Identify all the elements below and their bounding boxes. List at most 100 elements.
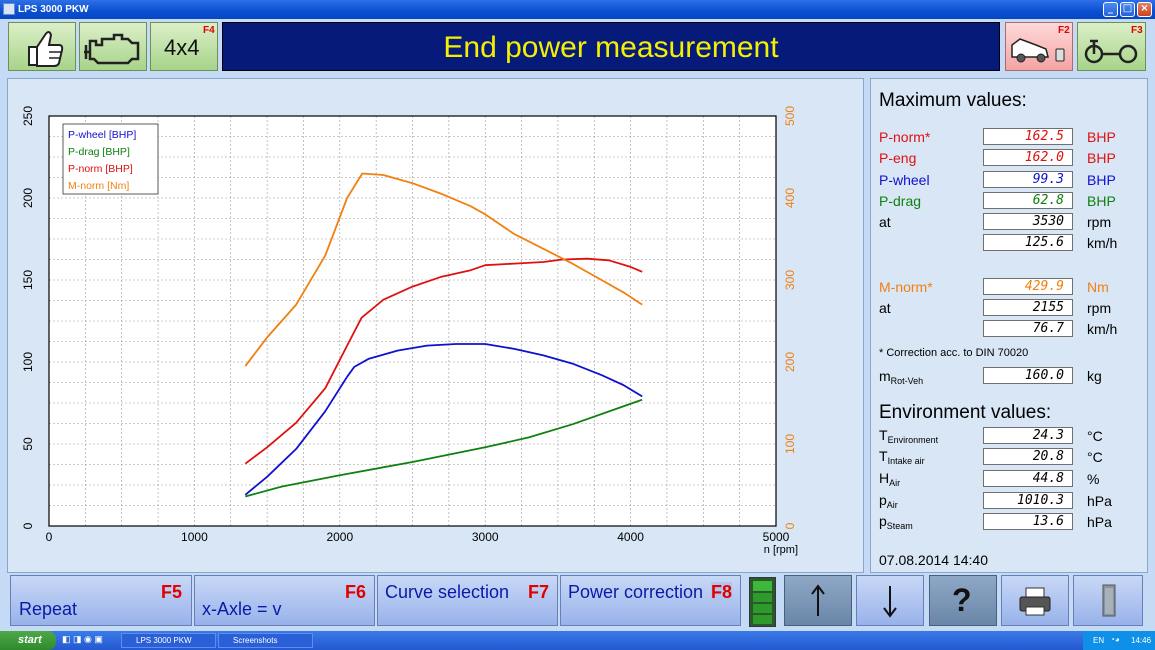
help-button[interactable]: ? [929,575,997,626]
torque-row-unit: rpm [1087,300,1112,316]
env-row-unit: °C [1087,428,1103,444]
window-title-bar: LPS 3000 PKW _ □ × [0,0,1155,19]
clock: 14:46 [1131,636,1152,645]
series-line [244,343,643,496]
scroll-down-button[interactable] [856,575,924,626]
env-row-value: 24.3 [983,427,1073,444]
curve-selection-button[interactable]: Curve selection F7 [377,575,558,626]
print-button[interactable] [1001,575,1069,626]
four-wheel-drive-button[interactable]: 4x4 F4 [150,22,218,71]
four-wheel-drive-label: 4x4 [164,35,200,60]
max-row-unit: BHP [1087,193,1116,209]
f2-key-label: F2 [1058,25,1070,36]
max-row-unit: km/h [1087,235,1118,251]
max-row-unit: BHP [1087,172,1116,188]
printer-icon [1019,587,1051,616]
start-label: start [18,634,42,646]
language-indicator[interactable]: EN [1093,636,1105,645]
taskbar: start ◧ ◨ ◉ ▣ LPS 3000 PKW Screenshots E… [0,631,1155,650]
env-row-unit: hPa [1087,493,1112,509]
status-led-2 [753,593,772,602]
x-tick-label: 4000 [617,530,644,544]
power-correction-label: Power correction [568,582,704,602]
env-row-label: TIntake air [879,448,925,466]
taskbar-item-lps[interactable]: LPS 3000 PKW [121,633,216,648]
torque-row-label: M-norm* [879,279,933,295]
engine-button[interactable] [79,22,147,71]
torque-row-unit: km/h [1087,321,1118,337]
env-row-label-sub: Air [886,500,898,510]
max-row-label: at [879,214,891,230]
x-axle-button[interactable]: x-Axle = v F6 [194,575,375,626]
status-led-1 [753,581,772,591]
env-row-unit: hPa [1087,514,1112,530]
ok-button[interactable] [8,22,76,71]
x-axle-label: x-Axle = v [202,599,282,619]
scroll-up-button[interactable] [784,575,852,626]
up-arrow-icon [811,584,825,616]
page-title: End power measurement [222,22,1000,71]
torque-row-label: at [879,300,891,316]
env-row-label-main: T [879,448,888,464]
repeat-button[interactable]: Repeat F5 [10,575,192,626]
y-right-tick-label: 500 [783,106,797,126]
environment-values-title: Environment values: [879,402,1052,423]
max-row-label: P-eng [879,150,917,166]
legend-entry: P-wheel [BHP] [68,129,136,141]
env-row-value: 1010.3 [983,492,1073,509]
env-row-label-main: p [879,513,887,529]
y-left-tick-label: 100 [21,352,35,372]
car-dyno-button[interactable]: F2 [1005,22,1073,71]
curve-selection-label: Curve selection [385,582,510,602]
close-button[interactable]: × [1137,2,1152,17]
env-row-label: HAir [879,470,900,488]
x-tick-label: 1000 [181,530,208,544]
max-row-value: 99.3 [983,171,1073,188]
env-row-value: 20.8 [983,448,1073,465]
torque-row-unit: Nm [1087,279,1109,295]
f7-key-label: F7 [528,582,550,602]
minimize-button[interactable]: _ [1103,2,1118,17]
y-right-tick-label: 0 [783,522,797,529]
status-led-4 [753,615,772,624]
quick-launch-icons[interactable]: ◧ ◨ ◉ ▣ [62,634,103,644]
door-icon [1102,584,1116,617]
env-row-label: pAir [879,492,898,510]
window-title: LPS 3000 PKW [18,4,89,15]
mrot-label-main: m [879,368,891,384]
maximize-button[interactable]: □ [1120,2,1135,17]
exit-button[interactable] [1073,575,1143,626]
env-row-label-main: H [879,470,890,486]
max-row-label: P-drag [879,193,922,209]
env-row-value: 13.6 [983,513,1073,530]
x-axis-label: n [rpm] [764,544,798,556]
tray-icons[interactable]: ◔◕ [1110,635,1120,644]
f3-key-label: F3 [1131,25,1143,36]
values-panel: Maximum values: P-norm* 162.5 BHP P-eng 162.… [870,78,1148,573]
max-row-label: P-norm* [879,129,931,145]
series-line [244,172,643,367]
y-right-tick-label: 100 [783,434,797,454]
f6-key-label: F6 [345,582,367,602]
env-row-label-sub: Environment [887,435,939,445]
env-row-label-sub: Steam [886,521,913,531]
app-icon [3,3,15,15]
engine-icon [84,33,140,65]
down-arrow-icon [883,586,897,618]
roller-dyno-button[interactable]: F3 [1077,22,1146,71]
legend-entry: M-norm [Nm] [68,180,129,192]
f5-key-label: F5 [161,582,183,602]
mrot-label-sub: Rot-Veh [890,376,924,386]
power-correction-button[interactable]: Power correction F8 [560,575,741,626]
correction-note: * Correction acc. to DIN 70020 [879,347,1029,359]
y-left-tick-label: 200 [21,188,35,208]
taskbar-item-screenshots[interactable]: Screenshots [218,633,313,648]
mrot-label: mRot-Veh [879,368,923,386]
f8-key-label: F8 [711,582,733,603]
env-row-label: pSteam [879,513,913,531]
legend-box [62,123,159,195]
start-button[interactable]: start [0,631,56,650]
env-row-label-main: p [879,492,887,508]
power-curve-chart: 0 1000 2000 3000 4000 50000501001502002500100… [21,106,798,556]
max-row-label: P-wheel [879,172,930,188]
